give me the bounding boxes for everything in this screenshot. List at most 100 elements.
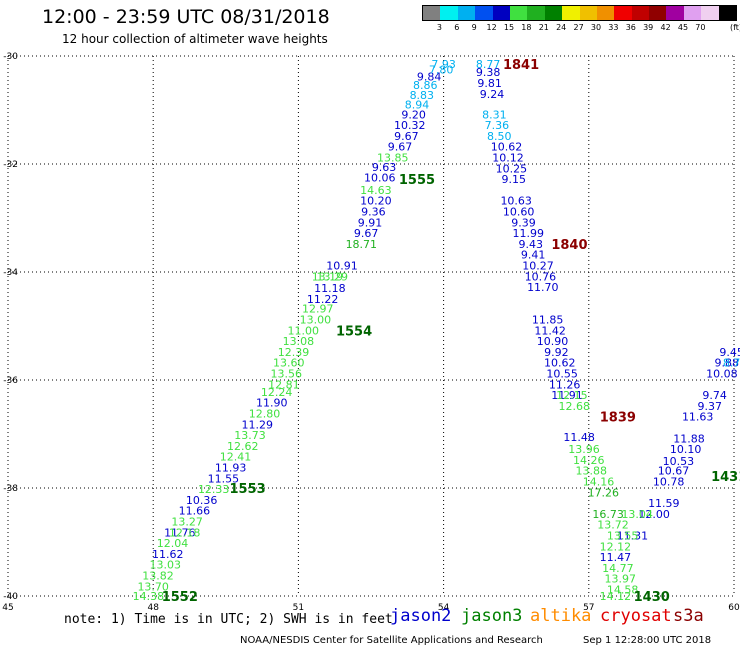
pass-time-label: 1841 bbox=[503, 58, 539, 73]
generated-timestamp: Sep 1 12:28:00 UTC 2018 bbox=[583, 635, 712, 646]
data-point-jason3: 7.36 bbox=[485, 119, 510, 132]
pass-time-label: 1839 bbox=[600, 411, 636, 426]
colorbar-label: 3 bbox=[436, 23, 442, 32]
data-point-jason3: 12.15 bbox=[556, 389, 588, 402]
colorbar-label: 45 bbox=[677, 23, 689, 32]
data-point-jason2: 11.47 bbox=[600, 551, 632, 564]
data-point-jason3: 14.63 bbox=[360, 184, 392, 197]
data-point-jason2: 10.27 bbox=[522, 260, 554, 273]
data-point-jason2: 11.90 bbox=[256, 397, 288, 410]
colorbar-legend: 3 6 9 12 15 18 21 24 27 30 33 36 39 42 45 70 bbox=[422, 5, 738, 33]
data-point-jason2: 10.78 bbox=[653, 476, 685, 489]
data-point-jason2: 10.91 bbox=[326, 260, 358, 273]
data-point-jason2: 9.36 bbox=[361, 206, 386, 219]
data-point-jason3: 13.56 bbox=[271, 368, 303, 381]
data-point-jason3: 13.27 bbox=[171, 515, 203, 528]
data-point-jason3: 14.38 bbox=[133, 590, 165, 603]
colorbar-label: 6 bbox=[454, 23, 460, 32]
data-point-jason3: 12.62 bbox=[227, 440, 259, 453]
data-point-jason2: 11.63 bbox=[682, 411, 714, 424]
colorbar-label: 36 bbox=[625, 23, 636, 32]
data-point-jason3: 13.08 bbox=[283, 335, 315, 348]
colorbar-label: 39 bbox=[643, 23, 654, 32]
data-point-jason2: 10.36 bbox=[186, 494, 218, 507]
data-point-jason3: 13.19 bbox=[312, 270, 344, 283]
data-point-jason2: 9.20 bbox=[401, 108, 426, 121]
colorbar-swatch bbox=[614, 6, 632, 20]
data-point-jason3: 13.29 bbox=[317, 270, 349, 283]
data-point-jason2: 9.39 bbox=[511, 216, 536, 229]
data-point-jason3: 13.82 bbox=[142, 569, 174, 582]
data-point-jason3: 12.97 bbox=[302, 303, 334, 316]
data-point-jason3: 12.39 bbox=[278, 346, 310, 359]
data-point-jason2: 11.76 bbox=[164, 526, 196, 539]
colorbar-swatch bbox=[596, 6, 615, 20]
x-tick-label: 57 bbox=[583, 603, 594, 613]
data-point-jason3: 14.16 bbox=[583, 476, 615, 489]
colorbar-swatch bbox=[440, 6, 458, 20]
x-tick-label: 60 bbox=[728, 603, 740, 613]
data-point-jason2: 9.63 bbox=[372, 161, 397, 174]
data-point-jason3: 16.73 bbox=[592, 508, 624, 521]
data-point-jason3: 12.33 bbox=[198, 483, 230, 496]
pass-time-label: 1553 bbox=[229, 482, 265, 497]
data-point-jason2: 9.24 bbox=[480, 88, 505, 101]
colorbar-label: 21 bbox=[538, 23, 549, 32]
data-point-jason3: 13.72 bbox=[597, 519, 629, 532]
legend-altika: altika bbox=[530, 606, 592, 626]
data-point-jason2: 9.88 bbox=[714, 357, 739, 370]
data-point-jason2: 9.67 bbox=[354, 227, 379, 240]
data-point-jason3: 13.60 bbox=[273, 357, 305, 370]
x-tick-label: 48 bbox=[147, 603, 159, 613]
legend-cryosat: cryosat bbox=[600, 606, 672, 626]
data-point-jason2: 10.08 bbox=[706, 368, 738, 381]
data-point-jason3: 13.73 bbox=[234, 429, 266, 442]
data-point-jason2: 11.31 bbox=[617, 530, 649, 543]
colorbar-swatch bbox=[492, 6, 510, 20]
data-point-jason2: 9.74 bbox=[702, 389, 727, 402]
data-point-jason2: 11.91 bbox=[551, 389, 583, 402]
data-point-jason3: 8.31 bbox=[482, 108, 507, 121]
data-point-jason3: 12.41 bbox=[220, 451, 252, 464]
y-tick-label: -34 bbox=[3, 268, 18, 278]
data-point-jason2: 10.67 bbox=[658, 465, 690, 478]
legend-s3a: s3a bbox=[673, 606, 704, 626]
data-point-jason2: 11.42 bbox=[534, 324, 566, 337]
colorbar-swatch bbox=[701, 6, 719, 20]
data-point-jason2: 11.85 bbox=[532, 314, 564, 327]
colorbar-label: 18 bbox=[521, 23, 532, 32]
data-point-jason2: 9.15 bbox=[502, 173, 527, 186]
data-point-jason3: 12.80 bbox=[249, 407, 281, 420]
colorbar-swatch bbox=[544, 6, 563, 20]
x-tick-label: 54 bbox=[438, 603, 450, 613]
data-point-jason3: 13.85 bbox=[377, 152, 409, 165]
colorbar-label: 24 bbox=[556, 23, 567, 32]
data-point-jason3: 11.00 bbox=[287, 324, 319, 337]
data-point-jason2: 11.18 bbox=[314, 282, 346, 295]
data-point-jason2: 11.26 bbox=[549, 378, 581, 391]
pass-time-label: 1554 bbox=[336, 324, 372, 339]
colorbar-unit: (ft) bbox=[730, 23, 740, 32]
colorbar-swatch bbox=[423, 6, 441, 20]
colorbar-swatch bbox=[457, 6, 476, 20]
data-point-jason2: 9.91 bbox=[358, 216, 383, 229]
data-point-jason2: 8.86 bbox=[413, 79, 438, 92]
data-point-jason2: 9.67 bbox=[388, 141, 413, 154]
data-point-jason3: 13.70 bbox=[137, 580, 169, 593]
data-point-jason3: 7.80 bbox=[429, 64, 454, 77]
colorbar-swatch bbox=[718, 6, 737, 20]
data-point-jason2: 11.99 bbox=[513, 227, 545, 240]
data-point-jason2: 9.43 bbox=[518, 238, 543, 251]
data-point-jason3: 14.58 bbox=[607, 584, 639, 597]
colorbar-label: 15 bbox=[503, 23, 515, 32]
colorbar-swatch bbox=[527, 6, 545, 20]
pass-time-label: 1430 bbox=[634, 590, 670, 605]
y-tick-label: -32 bbox=[3, 160, 18, 170]
data-point-jason2: 11.55 bbox=[208, 472, 240, 485]
data-point-jason3: 8.7 bbox=[723, 357, 740, 370]
data-point-jason2: 10.53 bbox=[663, 455, 695, 468]
colorbar-label: 70 bbox=[695, 23, 706, 32]
chart-subtitle: 12 hour collection of altimeter wave hei… bbox=[62, 32, 328, 46]
data-point-jason3: 13.97 bbox=[605, 573, 637, 586]
colorbar-swatch bbox=[649, 6, 667, 20]
